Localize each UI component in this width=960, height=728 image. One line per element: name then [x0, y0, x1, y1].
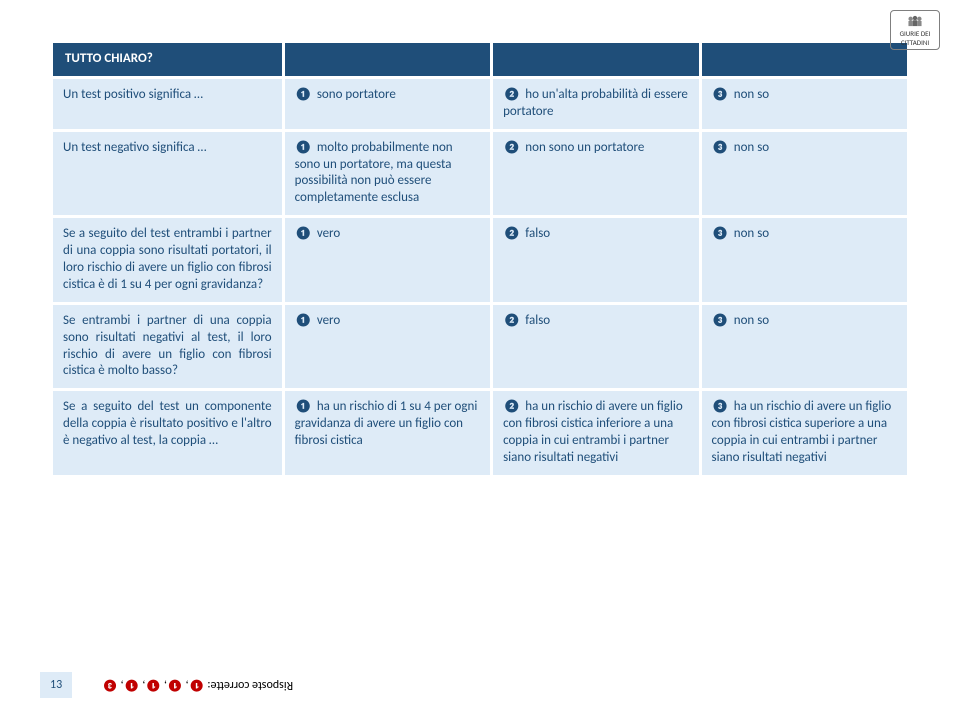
table-row: Un test negativo significa … ❶ molto pro… — [52, 130, 909, 217]
answer-cell: ❷ ha un rischio di avere un figlio con f… — [492, 390, 700, 477]
answer-text: ha un rischio di avere un figlio con fib… — [503, 399, 683, 465]
answer-text: ho un'alta probabilità di essere portato… — [503, 87, 688, 119]
answer-text: non so — [734, 140, 769, 155]
question-cell: Se entrambi i partner di una coppia sono… — [52, 303, 284, 390]
answer-text: non so — [734, 313, 769, 328]
answer-num: ❶ — [295, 140, 312, 157]
answer-num: ❶ — [295, 313, 312, 330]
answer-cell: ❶ vero — [283, 217, 491, 304]
table-header-empty — [492, 42, 700, 78]
answer-text: non sono un portatore — [525, 140, 644, 155]
answer-text: ha un rischio di 1 su 4 per ogni gravida… — [295, 399, 478, 448]
answer-num: ❶ — [295, 226, 312, 243]
answer-num: ❷ — [503, 226, 520, 243]
answer-num: ❸ — [712, 87, 729, 104]
answer-num: ❷ — [503, 87, 520, 104]
answer-text: molto probabilmente non sono un portator… — [295, 140, 453, 206]
answer-num: ❸ — [712, 399, 729, 416]
table-header-title: TUTTO CHIARO? — [52, 42, 284, 78]
footer: 13 Risposte corrette: ❶, ❶, ❶, ❶, ❸ — [40, 672, 920, 698]
answer-value: ❶ — [167, 678, 183, 692]
answer-text: non so — [734, 226, 769, 241]
answer-cell: ❷ ho un'alta probabilità di essere porta… — [492, 77, 700, 130]
answer-text: non so — [734, 87, 769, 102]
answer-cell: ❷ falso — [492, 303, 700, 390]
table-row: Se entrambi i partner di una coppia sono… — [52, 303, 909, 390]
answer-num: ❶ — [295, 87, 312, 104]
question-cell: Se a seguito del test entrambi i partner… — [52, 217, 284, 304]
answer-cell: ❸ ha un rischio di avere un figlio con f… — [700, 390, 908, 477]
table-header-empty — [283, 42, 491, 78]
table-row: Se a seguito del test entrambi i partner… — [52, 217, 909, 304]
answer-cell: ❷ non sono un portatore — [492, 130, 700, 217]
page-number: 13 — [40, 672, 72, 698]
logo-text: GIURIE DEI CITTADINI — [891, 29, 939, 47]
answer-cell: ❶ ha un rischio di 1 su 4 per ogni gravi… — [283, 390, 491, 477]
answer-cell: ❸ non so — [700, 77, 908, 130]
answer-cell: ❶ vero — [283, 303, 491, 390]
question-cell: Se a seguito del test un componente dell… — [52, 390, 284, 477]
answer-text: sono portatore — [317, 87, 396, 102]
question-cell: Un test negativo significa … — [52, 130, 284, 217]
answer-value: ❶ — [145, 678, 161, 692]
answer-num: ❸ — [712, 140, 729, 157]
answer-text: falso — [525, 313, 550, 328]
answers-label: Risposte corrette: — [207, 678, 293, 692]
answer-text: vero — [317, 313, 340, 328]
answer-num: ❷ — [503, 313, 520, 330]
answer-value: ❶ — [189, 678, 205, 692]
answer-text: vero — [317, 226, 340, 241]
answer-text: ha un rischio di avere un figlio con fib… — [712, 399, 892, 465]
answer-cell: ❷ falso — [492, 217, 700, 304]
answer-value: ❶ — [124, 678, 140, 692]
quiz-table: TUTTO CHIARO? Un test positivo significa… — [50, 40, 910, 478]
answer-cell: ❶ sono portatore — [283, 77, 491, 130]
answer-cell: ❶ molto probabilmente non sono un portat… — [283, 130, 491, 217]
answer-cell: ❸ non so — [700, 303, 908, 390]
correct-answers: Risposte corrette: ❶, ❶, ❶, ❶, ❸ — [102, 678, 293, 692]
answer-text: falso — [525, 226, 550, 241]
table-header-empty — [700, 42, 908, 78]
answer-num: ❶ — [295, 399, 312, 416]
question-cell: Un test positivo significa … — [52, 77, 284, 130]
answer-cell: ❸ non so — [700, 130, 908, 217]
answer-num: ❸ — [712, 226, 729, 243]
table-row: Un test positivo significa … ❶ sono port… — [52, 77, 909, 130]
answer-cell: ❸ non so — [700, 217, 908, 304]
table-row: Se a seguito del test un componente dell… — [52, 390, 909, 477]
answer-num: ❷ — [503, 399, 520, 416]
answer-num: ❸ — [712, 313, 729, 330]
logo-badge: GIURIE DEI CITTADINI — [890, 10, 940, 50]
answer-value: ❸ — [102, 678, 118, 692]
answer-num: ❷ — [503, 140, 520, 157]
